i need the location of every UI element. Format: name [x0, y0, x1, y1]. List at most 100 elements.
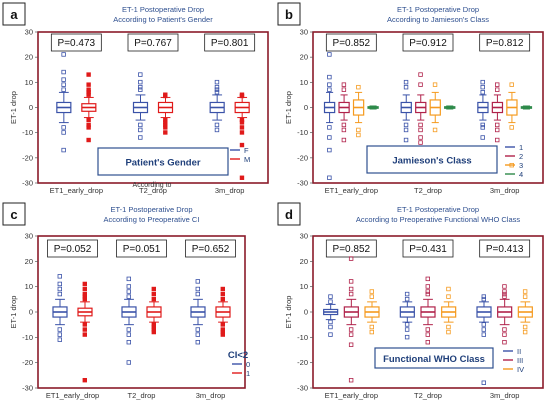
legend-title-box	[374, 347, 494, 369]
outlier-point	[348, 327, 354, 332]
outlier-point	[57, 286, 62, 292]
outlier-point	[369, 289, 374, 294]
outlier-point	[82, 332, 87, 337]
outlier-point	[480, 122, 485, 128]
y-tick-label: 10	[25, 282, 33, 291]
x-tick-label: T2_drop	[414, 186, 442, 195]
y-tick-label: 30	[300, 28, 308, 37]
panel-label-box	[2, 202, 26, 226]
outlier-point	[502, 284, 507, 289]
y-axis-label: ET-1 drop	[9, 91, 18, 124]
outlier-point	[138, 79, 143, 85]
y-tick-label: 0	[304, 103, 308, 112]
outlier-point	[328, 324, 333, 330]
pvalue-label: P=0.431	[409, 244, 447, 255]
outlier-point	[57, 337, 62, 342]
outlier-point	[138, 72, 143, 77]
outlier-point	[214, 79, 220, 85]
y-axis-label: ET-1 drop	[284, 91, 293, 124]
chart-subtitle: According to Preoperative Functional WHO…	[356, 215, 520, 224]
outlier-point	[348, 286, 354, 292]
outlier-point	[328, 294, 333, 299]
outlier-point	[509, 82, 514, 87]
outlier-point	[502, 332, 507, 337]
plot-frame	[37, 235, 246, 389]
chart-subtitle: According to Preoperative CI	[104, 215, 200, 224]
y-tick-label: -30	[297, 179, 308, 188]
outlier-point	[348, 256, 354, 261]
legend-entry: 4	[519, 170, 523, 179]
outlier-point	[481, 296, 486, 302]
chart-title: ET-1 Postoperative Drop	[397, 5, 479, 14]
outlier-point	[57, 274, 62, 279]
chart-title: ET-1 Postoperative Drop	[397, 205, 479, 214]
outlier-point	[348, 279, 354, 284]
outlier-point	[220, 296, 225, 302]
outlier-point	[328, 332, 333, 337]
outlier-point	[61, 82, 66, 87]
pvalue-box	[116, 239, 167, 258]
legend-entry: 0	[246, 360, 250, 369]
pvalue-box	[50, 33, 102, 52]
outlier-point	[495, 82, 500, 87]
panel-label-box	[277, 2, 301, 26]
outlier-point	[425, 339, 430, 345]
outlier-point	[446, 286, 451, 292]
y-tick-label: -20	[22, 153, 33, 162]
y-tick-label: -20	[22, 358, 33, 367]
y-tick-label: -30	[297, 384, 308, 393]
outlier-point	[220, 322, 225, 327]
outlier-point	[86, 117, 91, 123]
outlier-point	[86, 125, 91, 130]
outlier-point	[481, 332, 486, 337]
outlier-point	[239, 175, 245, 180]
outlier-point	[86, 137, 91, 143]
x-tick-label: 3m_drop	[215, 186, 245, 195]
outlier-point	[481, 322, 486, 327]
chart-title: ET-1 Postoperative Drop	[110, 205, 192, 214]
panel-label-box	[277, 202, 301, 226]
outlier-point	[327, 175, 332, 180]
outlier-point	[446, 294, 451, 299]
pvalue-box	[325, 33, 377, 52]
legend-entry: 3	[519, 161, 523, 170]
outlier-point	[369, 329, 374, 335]
pvalue-box	[479, 239, 531, 258]
pvalue-label: P=0.051	[123, 244, 161, 255]
legend-title: Patient's Gender	[125, 158, 200, 169]
outlier-point	[418, 72, 423, 77]
outlier-point	[502, 294, 507, 299]
outlier-point	[432, 127, 438, 133]
outlier-point	[220, 286, 225, 292]
pvalue-box	[127, 33, 179, 52]
outlier-point	[403, 137, 409, 143]
outlier-point	[404, 291, 410, 297]
legend-entry: IV	[517, 365, 524, 374]
outlier-point	[327, 147, 332, 153]
outlier-point	[480, 125, 485, 130]
outlier-point	[138, 84, 143, 90]
outlier-point	[341, 82, 347, 87]
outlier-point	[151, 291, 156, 297]
outlier-point	[195, 291, 200, 297]
panel-label: c	[10, 207, 17, 222]
outlier-point	[151, 329, 156, 335]
outlier-point	[195, 332, 200, 337]
outlier-point	[341, 122, 347, 128]
outlier-point	[126, 339, 131, 345]
legend-entry: 1	[519, 143, 523, 152]
outlier-point	[481, 380, 486, 385]
outlier-point	[57, 291, 62, 297]
chart-subtitle: According to Jamieson's Class	[387, 15, 489, 24]
pvalue-box	[479, 33, 531, 52]
x-tick-label: ET1_early_drop	[325, 391, 378, 400]
y-tick-label: 30	[25, 232, 33, 241]
outlier-point	[126, 327, 131, 332]
legend-entry: M	[244, 155, 250, 164]
outlier-point	[214, 84, 220, 90]
outlier-point	[220, 291, 225, 297]
y-tick-label: 0	[29, 308, 33, 317]
outlier-point	[404, 327, 410, 332]
pvalue-label: P=0.652	[192, 244, 230, 255]
